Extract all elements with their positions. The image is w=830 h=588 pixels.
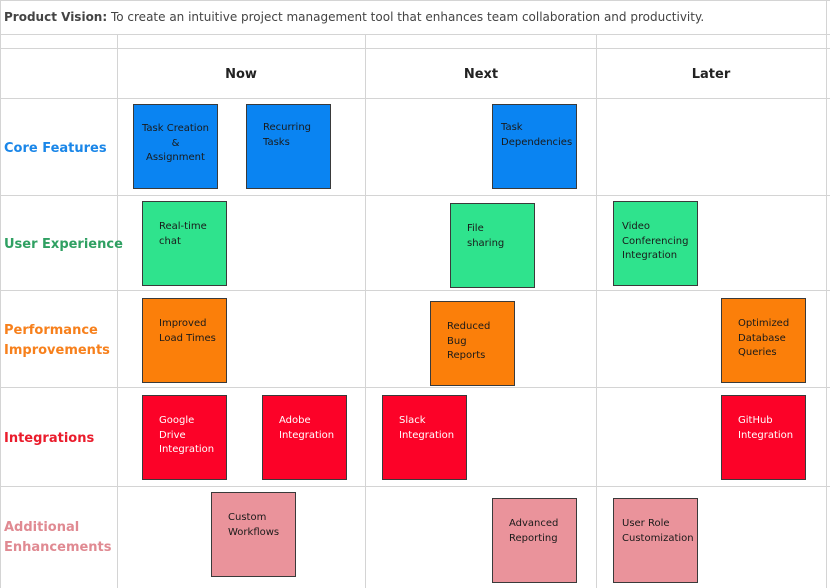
sticky-note-task-dependencies[interactable]: Task Dependencies xyxy=(492,104,577,189)
grid-line xyxy=(0,0,1,588)
grid-line xyxy=(0,34,830,35)
sticky-note-recurring-tasks[interactable]: Recurring Tasks xyxy=(246,104,331,189)
row-label-core-features: Core Features xyxy=(4,141,107,156)
grid-line xyxy=(0,290,830,291)
sticky-note-file-sharing[interactable]: File sharing xyxy=(450,203,535,288)
row-label-integrations: Integrations xyxy=(4,431,95,446)
grid-line xyxy=(826,0,827,588)
sticky-note-slack[interactable]: Slack Integration xyxy=(382,395,467,480)
row-label-performance-improvements: Performance Improvements xyxy=(4,323,110,358)
sticky-note-reduced-bug-reports[interactable]: Reduced Bug Reports xyxy=(430,301,515,386)
sticky-note-adobe[interactable]: Adobe Integration xyxy=(262,395,347,480)
sticky-note-realtime-chat[interactable]: Real-time chat xyxy=(142,201,227,286)
sticky-note-optimized-db-queries[interactable]: Optimized Database Queries xyxy=(721,298,806,383)
row-label-additional-enhancements: Additional Enhancements xyxy=(4,520,112,555)
grid-line xyxy=(0,0,830,1)
sticky-note-advanced-reporting[interactable]: Advanced Reporting xyxy=(492,498,577,583)
sticky-note-google-drive[interactable]: Google Drive Integration xyxy=(142,395,227,480)
sticky-note-improved-load-times[interactable]: Improved Load Times xyxy=(142,298,227,383)
product-vision-label: Product Vision: xyxy=(4,10,108,24)
product-vision: Product Vision: To create an intuitive p… xyxy=(4,10,704,24)
grid-line xyxy=(117,34,118,588)
row-label-user-experience: User Experience xyxy=(4,237,123,252)
column-header-next: Next xyxy=(463,67,499,82)
sticky-note-user-role-customization[interactable]: User Role Customization xyxy=(613,498,698,583)
column-header-later: Later xyxy=(691,67,731,82)
sticky-note-github[interactable]: GitHub Integration xyxy=(721,395,806,480)
sticky-note-video-conferencing[interactable]: Video Conferencing Integration xyxy=(613,201,698,286)
grid-line xyxy=(365,34,366,588)
sticky-note-custom-workflows[interactable]: Custom Workflows xyxy=(211,492,296,577)
grid-line xyxy=(0,195,830,196)
grid-line xyxy=(596,34,597,588)
column-header-now: Now xyxy=(225,67,257,82)
grid-line xyxy=(0,387,830,388)
grid-line xyxy=(0,486,830,487)
product-vision-text: To create an intuitive project managemen… xyxy=(107,10,705,24)
grid-line xyxy=(0,98,830,99)
grid-line xyxy=(0,48,830,49)
sticky-note-task-creation[interactable]: Task Creation & Assignment xyxy=(133,104,218,189)
